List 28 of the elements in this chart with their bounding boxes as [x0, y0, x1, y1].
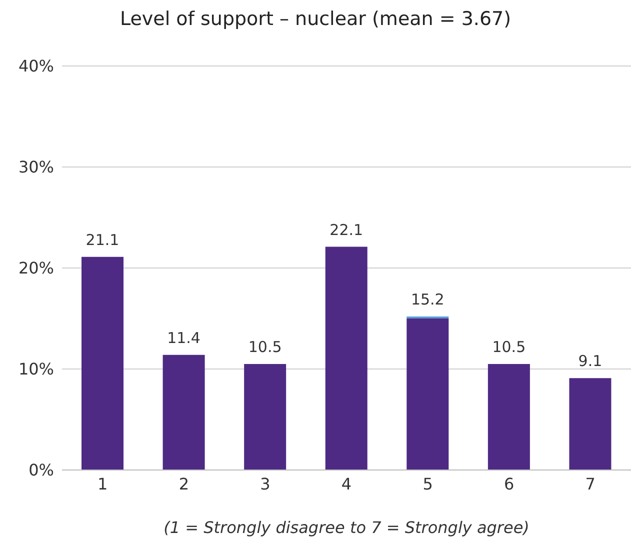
- y-tick-label: 10%: [18, 360, 54, 379]
- total-label: 9.1: [578, 352, 602, 370]
- y-tick-label: 30%: [18, 158, 54, 177]
- x-tick-label: 6: [504, 474, 514, 494]
- bar: [406, 318, 449, 470]
- chart-title: Level of support – nuclear (mean = 3.67): [118, 8, 512, 30]
- bar: [325, 246, 368, 470]
- x-tick-label: 4: [341, 474, 352, 494]
- y-tick-label: 20%: [18, 258, 54, 278]
- total-label: 10.5: [492, 338, 526, 356]
- y-tick-label: 0%: [28, 460, 54, 480]
- y-tick-label: 40%: [18, 56, 54, 76]
- total-label: 21.1: [86, 230, 120, 249]
- bar: [244, 364, 286, 470]
- total-label: 11.4: [167, 328, 200, 347]
- x-tick-label: 2: [178, 474, 190, 494]
- total-label: 10.5: [248, 338, 282, 356]
- bar: [569, 378, 612, 470]
- x-tick-label: 1: [98, 474, 108, 494]
- bar: [82, 256, 124, 470]
- x-tick-label: 5: [422, 474, 433, 494]
- total-label: 22.1: [330, 220, 364, 239]
- x-tick-label: 3: [260, 474, 270, 494]
- x-axis-title: (1 = Strongly disagree to 7 = Strongly agree): [162, 518, 530, 537]
- x-tick-label: 7: [585, 474, 596, 494]
- bar: [488, 364, 530, 470]
- total-label: 15.2: [410, 290, 444, 308]
- bar: [162, 354, 205, 470]
